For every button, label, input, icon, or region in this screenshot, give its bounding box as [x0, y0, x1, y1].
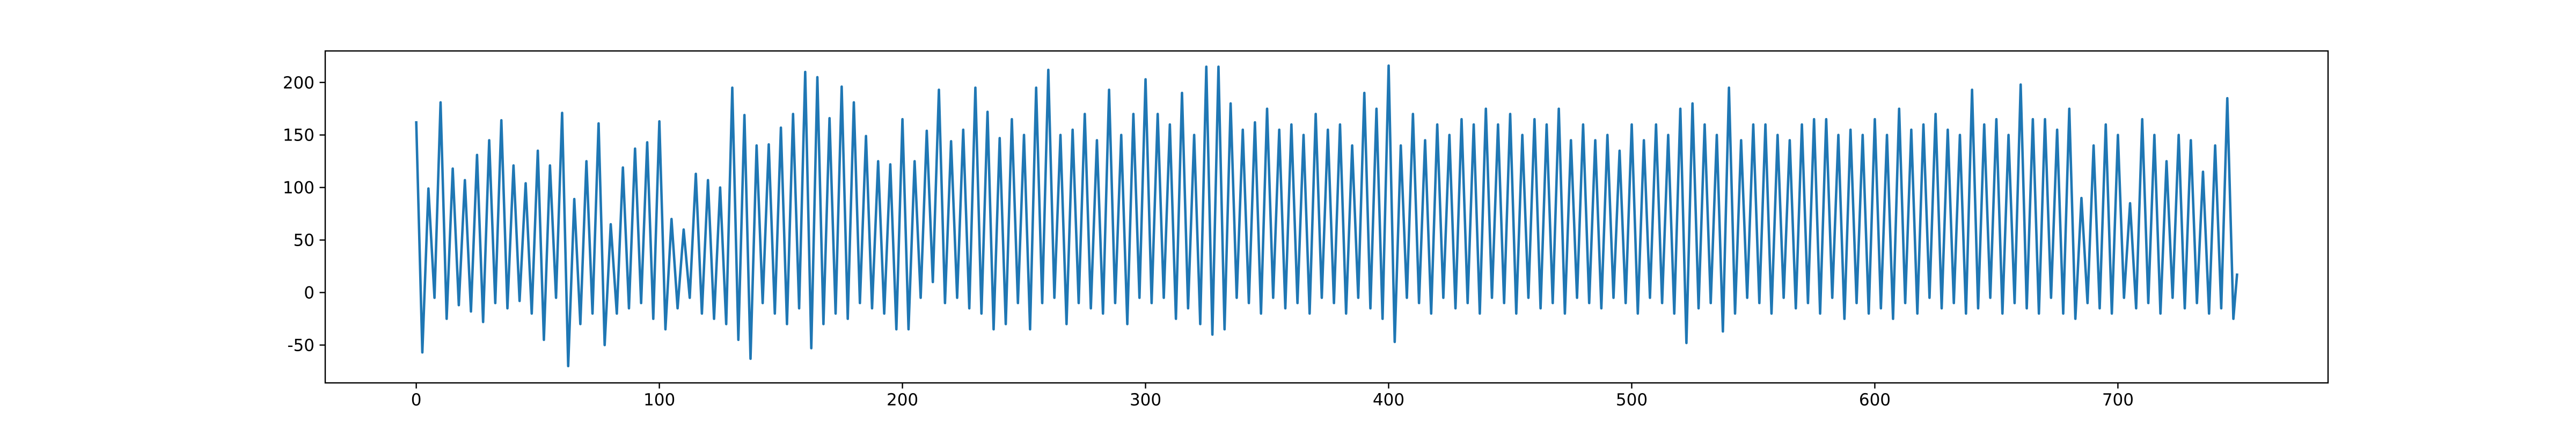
y-tick-label: 150 [283, 126, 314, 145]
axes-frame [324, 50, 2329, 384]
x-tick-label: 600 [1859, 390, 1891, 410]
x-tick-label: 400 [1373, 390, 1404, 410]
x-tick-label: 700 [2102, 390, 2134, 410]
y-tick-label: 50 [294, 231, 314, 250]
y-tick-label: 200 [283, 73, 314, 93]
data-line [415, 64, 2238, 367]
x-tick-label: 500 [1616, 390, 1648, 410]
x-tick-label: 100 [643, 390, 675, 410]
x-tick-label: 200 [887, 390, 918, 410]
y-tick-label: 100 [283, 179, 314, 198]
y-tick-label: -50 [287, 336, 314, 355]
x-tick-label: 300 [1130, 390, 1161, 410]
x-tick-label: 0 [411, 390, 422, 410]
y-tick-label: 0 [304, 284, 314, 303]
